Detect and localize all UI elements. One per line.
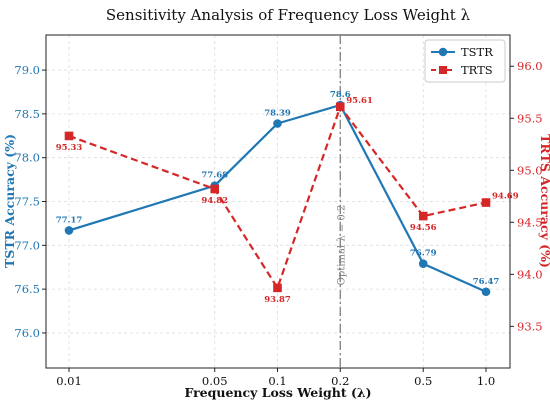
y-right-tick-label: 95.5	[517, 111, 543, 125]
y-left-tick-label: 79.0	[14, 63, 40, 77]
data-point-trts	[273, 283, 282, 293]
data-point-trts	[418, 211, 428, 221]
legend-marker-trts	[439, 66, 447, 74]
data-label-trts: 94.82	[201, 196, 228, 206]
y-right-tick-label: 96.0	[517, 59, 543, 73]
legend: TSTR TRTS	[424, 39, 506, 83]
series: 77.17 77.68 78.39 78.6 76.79 76.47 95.33 94.82 9…	[56, 90, 519, 305]
series-line-trts	[68, 105, 487, 289]
y-axis-right-label: TRTS Accuracy (%)	[538, 134, 550, 268]
series-line-tstr	[68, 103, 487, 293]
data-point-tstr	[64, 226, 74, 235]
data-label-tstr: 77.17	[56, 215, 83, 225]
x-axis-label: Frequency Loss Weight (λ)	[184, 385, 371, 400]
x-axis: 0.01 0.05 0.1 0.2 0.5 1.0	[56, 368, 495, 388]
y-axis-left-label: TSTR Accuracy (%)	[2, 134, 17, 268]
y-left-tick-label: 78.0	[14, 151, 40, 165]
y-right-tick-label: 95.0	[517, 163, 543, 177]
data-point-trts	[481, 198, 491, 207]
data-label-tstr: 78.6	[330, 90, 351, 100]
x-tick-label: 0.5	[414, 374, 432, 388]
plot-frame	[45, 34, 511, 369]
x-tick-label: 0.1	[268, 374, 286, 388]
data-label-trts: 93.87	[264, 295, 291, 305]
y-right-tick-label: 94.5	[517, 215, 543, 229]
x-tick-label: 0.01	[56, 374, 82, 388]
data-label-tstr: 77.68	[201, 171, 228, 181]
y-right-tick-label: 93.5	[517, 319, 543, 333]
y-axis-left: 76.0 76.5 77.0 77.5 78.0 78.5 79.0	[14, 63, 46, 340]
data-point-tstr	[273, 119, 282, 128]
legend-marker-tstr	[438, 47, 448, 57]
y-left-tick-label: 77.5	[14, 195, 40, 209]
data-point-trts	[210, 184, 220, 194]
data-label-trts: 95.61	[346, 96, 373, 106]
y-left-tick-label: 76.0	[14, 326, 40, 340]
chart-title: Sensitivity Analysis of Frequency Loss W…	[106, 6, 471, 24]
grid	[46, 35, 510, 368]
y-right-tick-label: 94.0	[517, 267, 543, 281]
data-label-trts: 94.69	[492, 192, 519, 202]
x-tick-label: 0.05	[202, 374, 228, 388]
y-left-tick-label: 77.0	[14, 238, 40, 252]
data-label-trts: 95.33	[56, 143, 83, 153]
legend-label-tstr: TSTR	[461, 45, 493, 59]
data-label-trts: 94.56	[410, 223, 437, 233]
data-label-tstr: 78.39	[264, 109, 291, 119]
data-point-tstr	[418, 259, 428, 269]
y-axis-right: 93.5 94.0 94.5 95.0 95.5 96.0	[510, 59, 543, 333]
data-point-trts	[64, 131, 74, 141]
y-left-tick-label: 78.5	[14, 107, 40, 121]
data-point-trts	[335, 102, 345, 112]
data-label-tstr: 76.47	[473, 277, 500, 287]
y-left-tick-label: 76.5	[14, 282, 40, 296]
optimal-annotation: Optimal λ = 0.2	[336, 205, 347, 286]
data-point-tstr	[481, 287, 491, 297]
legend-label-trts: TRTS	[461, 63, 493, 77]
data-label-tstr: 76.79	[410, 249, 437, 259]
x-tick-label: 1.0	[477, 374, 495, 388]
x-tick-label: 0.2	[331, 374, 349, 388]
